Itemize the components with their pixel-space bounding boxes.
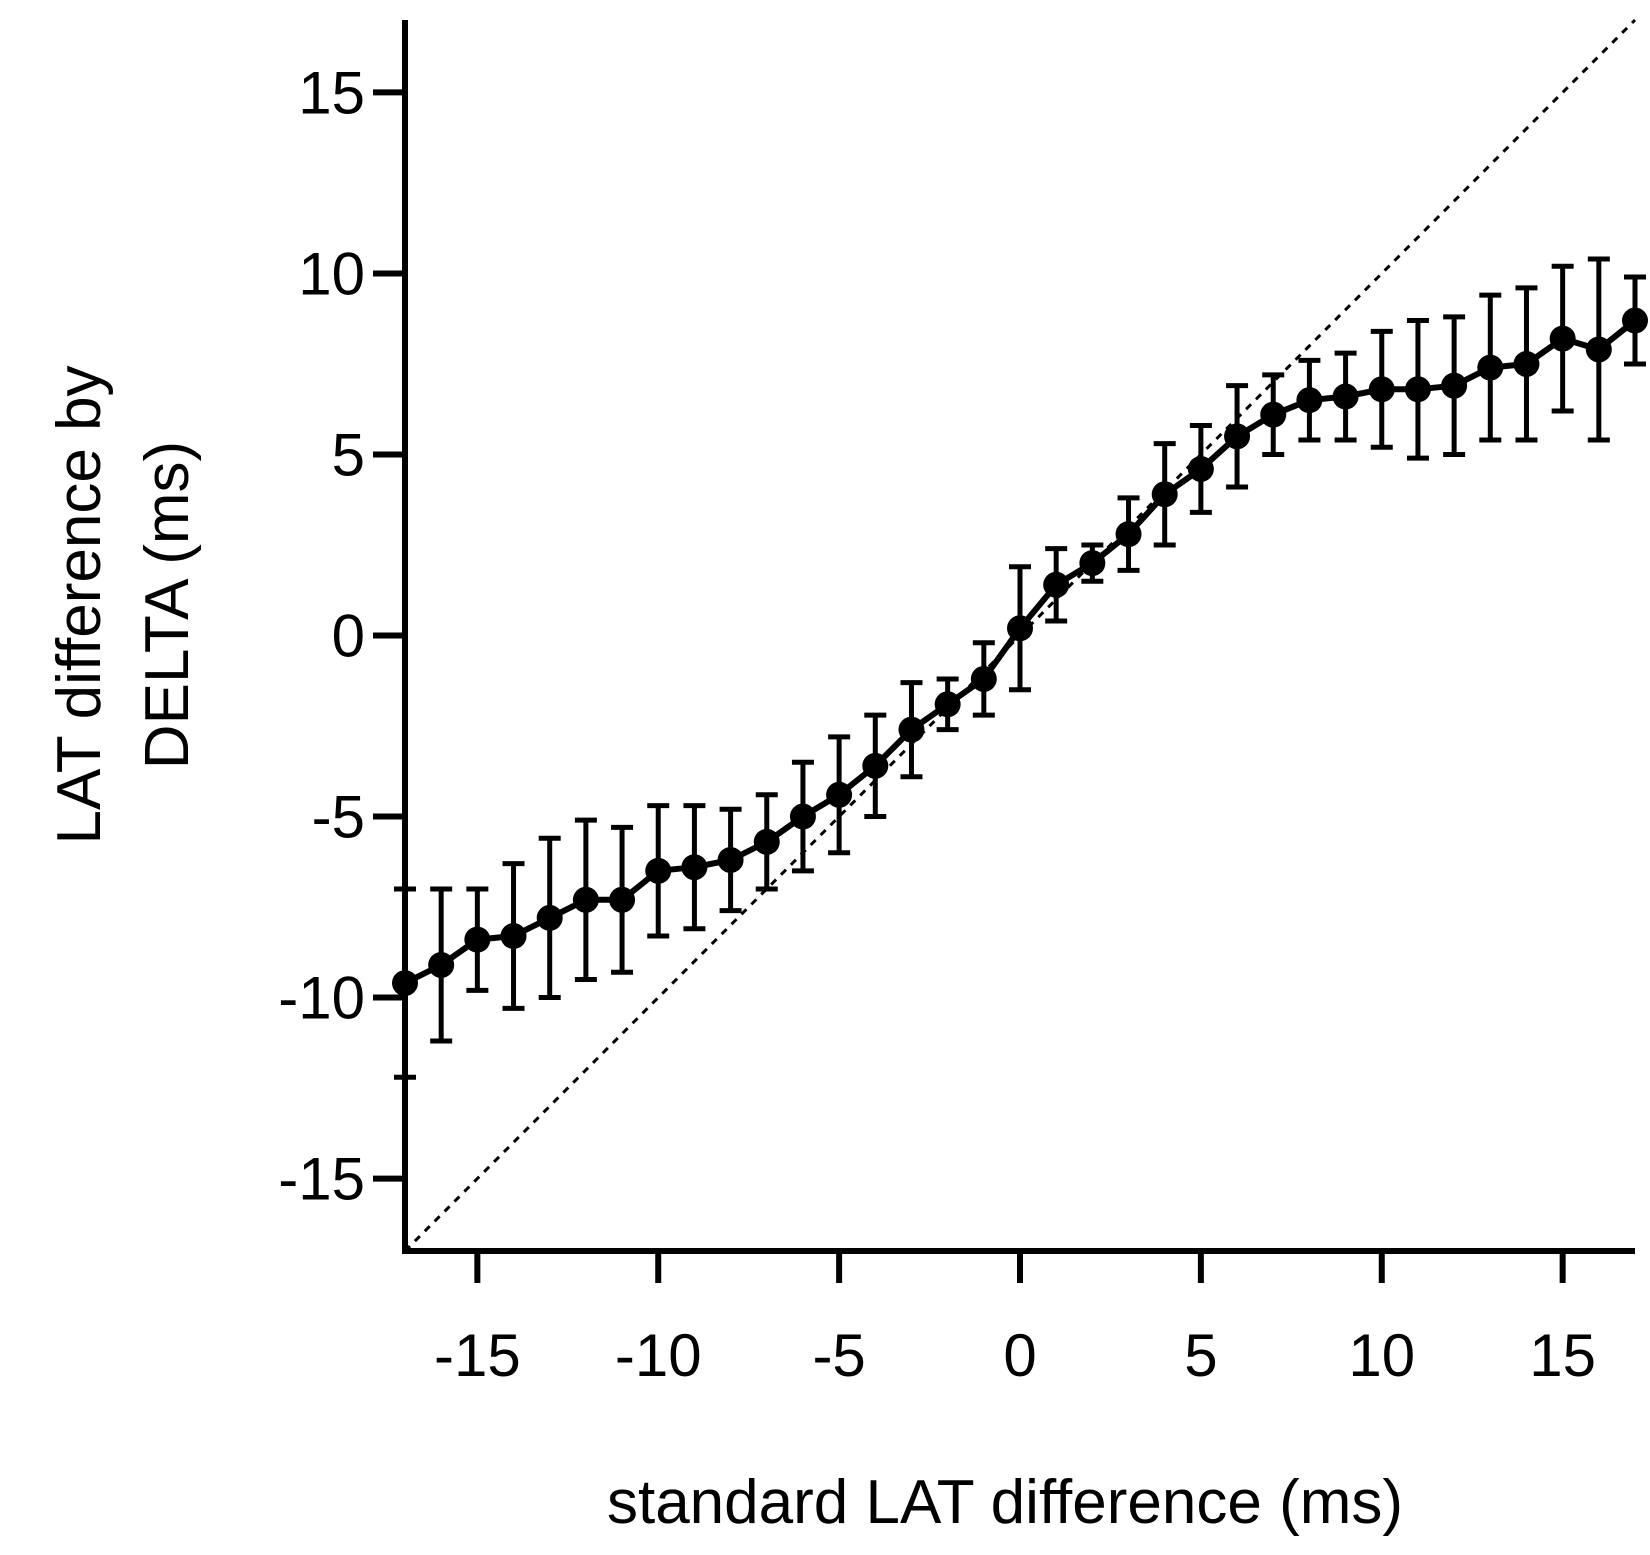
data-point bbox=[1332, 383, 1359, 410]
data-point bbox=[753, 828, 780, 855]
data-point bbox=[1404, 376, 1431, 403]
data-point bbox=[934, 691, 961, 718]
ticks: -15 -10 -5 0 5 10 15 -15 -10 -5 0 5 10 15 bbox=[278, 59, 1596, 1389]
y-tick-label: 0 bbox=[332, 603, 365, 670]
x-tick-label: 10 bbox=[1348, 1322, 1415, 1389]
y-tick-label: -15 bbox=[278, 1146, 365, 1213]
x-tick-label: 5 bbox=[1184, 1322, 1217, 1389]
y-tick-label: -5 bbox=[312, 784, 365, 851]
data-point bbox=[1079, 550, 1106, 577]
data-points bbox=[392, 307, 1648, 997]
data-point bbox=[1441, 372, 1468, 399]
x-tick-label: 0 bbox=[1003, 1322, 1036, 1389]
data-point bbox=[572, 886, 599, 913]
data-point bbox=[500, 923, 527, 950]
y-tick-label: 15 bbox=[298, 59, 365, 126]
y-axis-label-line-2: DELTA (ms) bbox=[133, 441, 202, 769]
data-point bbox=[1549, 325, 1576, 352]
data-point bbox=[609, 886, 636, 913]
data-point bbox=[1368, 376, 1395, 403]
x-tick-label: -5 bbox=[812, 1322, 865, 1389]
data-point bbox=[645, 857, 672, 884]
data-point bbox=[1585, 336, 1612, 363]
y-tick-label: 10 bbox=[298, 240, 365, 307]
data-point bbox=[536, 904, 563, 931]
data-point bbox=[1187, 455, 1214, 482]
data-point bbox=[1622, 307, 1648, 334]
data-point bbox=[1296, 387, 1323, 414]
y-tick-label: 5 bbox=[332, 421, 365, 488]
data-point bbox=[1007, 615, 1033, 642]
data-point bbox=[970, 665, 997, 692]
data-point bbox=[1043, 571, 1070, 598]
data-point bbox=[826, 781, 853, 808]
data-point bbox=[1115, 521, 1142, 548]
data-point bbox=[1260, 401, 1287, 428]
data-point bbox=[1513, 350, 1540, 377]
error-bars bbox=[394, 256, 1646, 1080]
x-tick-label: 15 bbox=[1529, 1322, 1596, 1389]
data-point bbox=[681, 854, 708, 881]
data-point bbox=[898, 716, 925, 743]
data-point bbox=[464, 926, 491, 953]
data-point bbox=[1224, 423, 1251, 450]
data-point bbox=[862, 752, 889, 779]
x-axis-label: standard LAT difference (ms) bbox=[607, 1468, 1403, 1537]
data-point bbox=[717, 846, 744, 873]
x-tick-label: -15 bbox=[434, 1322, 521, 1389]
data-point bbox=[1477, 354, 1504, 381]
x-tick-label: -10 bbox=[615, 1322, 702, 1389]
y-axis-label-line-1: LAT difference by bbox=[45, 365, 114, 844]
data-point bbox=[789, 803, 816, 830]
data-point bbox=[428, 951, 455, 978]
data-point bbox=[1151, 481, 1178, 508]
y-tick-label: -10 bbox=[278, 965, 365, 1032]
